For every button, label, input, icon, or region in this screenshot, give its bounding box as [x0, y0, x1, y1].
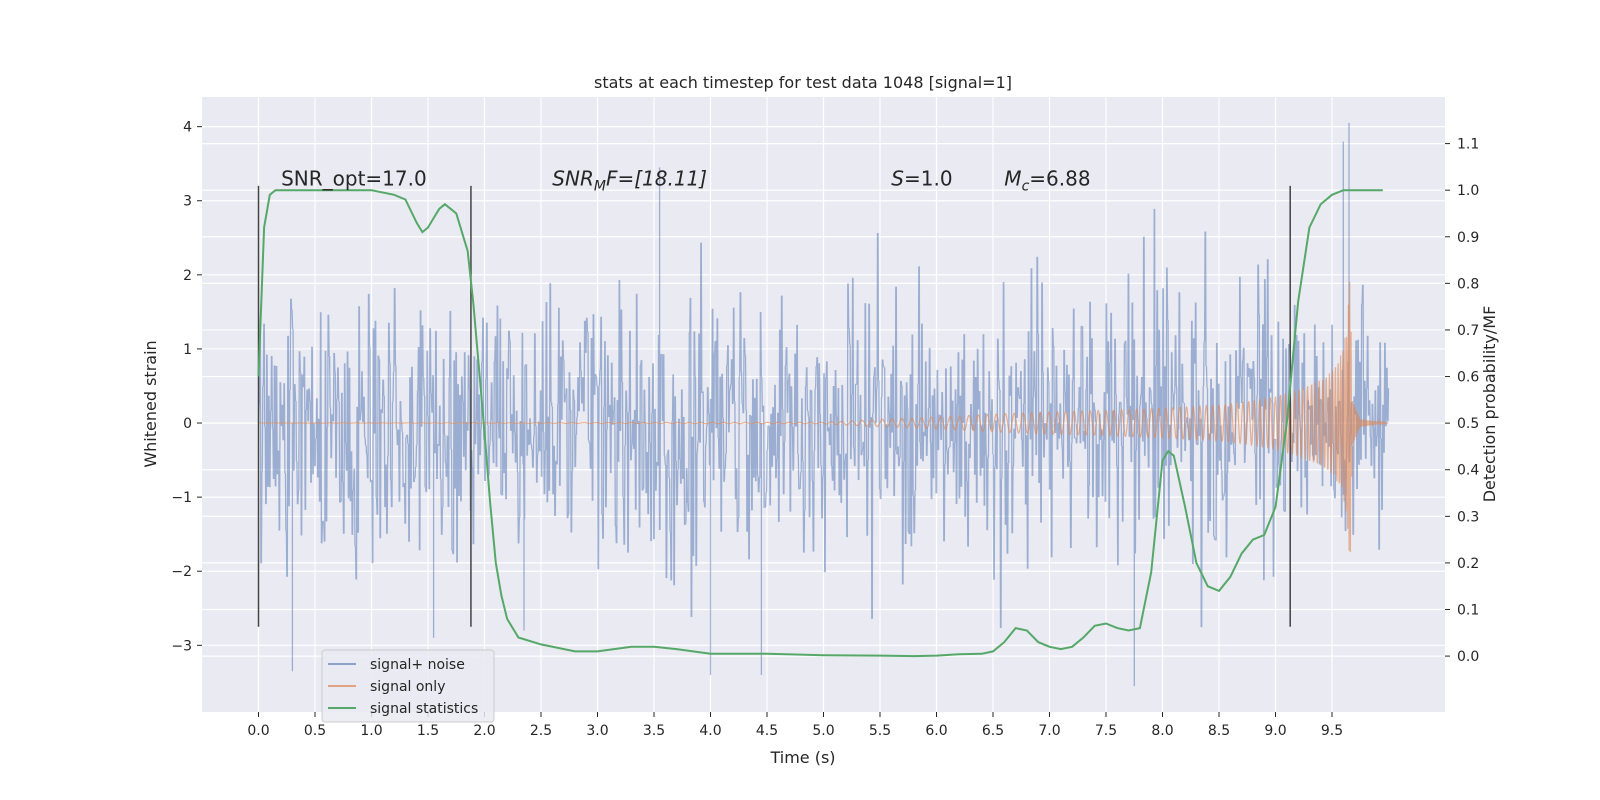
- x-tick-label: 3.5: [643, 723, 665, 739]
- x-tick-label: 3.0: [586, 723, 608, 739]
- annotation-value: F=[18.11]: [606, 167, 707, 191]
- x-tick-label: 9.0: [1264, 723, 1286, 739]
- legend-label: signal statistics: [370, 701, 478, 717]
- y2-tick-label: 0.2: [1457, 556, 1479, 572]
- chart-title: stats at each timestep for test data 104…: [594, 73, 1012, 92]
- annotation-subscript: M: [594, 179, 606, 195]
- y-tick-label: 3: [183, 194, 192, 210]
- legend-box: [321, 649, 495, 723]
- x-tick-label: 1.5: [417, 723, 439, 739]
- annotation-3: S=1.0: [891, 167, 952, 191]
- x-tick-label: 6.5: [982, 723, 1004, 739]
- annotation-1: SNR_opt=17.0: [281, 167, 427, 191]
- annotation-value: =6.88: [1029, 167, 1090, 191]
- x-tick-label: 5.5: [869, 723, 891, 739]
- x-tick-label: 4.0: [699, 723, 721, 739]
- annotation-value: =1.0: [904, 167, 953, 191]
- annotation-symbol: S: [891, 167, 904, 191]
- annotation-symbol: M: [1004, 167, 1021, 191]
- y-tick-label: 0: [183, 416, 192, 432]
- x-tick-label: 6.0: [925, 723, 947, 739]
- y2-tick-label: 0.3: [1457, 509, 1479, 525]
- x-tick-label: 8.5: [1208, 723, 1230, 739]
- legend-label: signal only: [370, 679, 445, 695]
- series-signal-only: [258, 281, 1389, 553]
- y2-tick-label: 1.1: [1457, 137, 1479, 153]
- y2-tick-label: 0.6: [1457, 370, 1479, 386]
- annotation-4: Mc=6.88: [1004, 167, 1090, 195]
- x-tick-label: 5.0: [812, 723, 834, 739]
- y-tick-label: 1: [183, 342, 192, 358]
- y-tick-label: −1: [171, 490, 192, 506]
- x-tick-label: 7.5: [1095, 723, 1117, 739]
- y2-tick-label: 0.9: [1457, 230, 1479, 246]
- series-signal-statistics: [257, 189, 1383, 658]
- y-tick-label: 2: [183, 268, 192, 284]
- y-tick-label: 4: [183, 120, 192, 136]
- y2-axis-title: Detection probability/MF: [1480, 306, 1499, 503]
- legend-label: signal+ noise: [370, 657, 465, 673]
- x-tick-label: 7.0: [1038, 723, 1060, 739]
- x-tick-label: 1.0: [360, 723, 382, 739]
- y2-tick-label: 0.1: [1457, 603, 1479, 619]
- y2-tick-label: 0.5: [1457, 416, 1479, 432]
- annotation-2: SNRMF=[18.11]: [552, 167, 707, 195]
- x-axis-title: Time (s): [769, 748, 835, 767]
- y2-tick-label: 0.0: [1457, 649, 1479, 665]
- y-tick-label: −2: [171, 564, 192, 580]
- y2-tick-label: 0.8: [1457, 276, 1479, 292]
- y2-tick-label: 0.7: [1457, 323, 1479, 339]
- y2-tick-label: 0.4: [1457, 463, 1479, 479]
- x-tick-label: 9.5: [1321, 723, 1343, 739]
- x-tick-label: 2.0: [473, 723, 495, 739]
- x-tick-label: 4.5: [756, 723, 778, 739]
- signal-trace: [258, 281, 1389, 553]
- annotation-symbol: SNR: [552, 167, 594, 191]
- x-tick-label: 0.5: [304, 723, 326, 739]
- x-tick-label: 8.0: [1151, 723, 1173, 739]
- y-axis-title: Whitened strain: [141, 340, 160, 467]
- y-tick-label: −3: [171, 638, 192, 654]
- x-tick-label: 2.5: [530, 723, 552, 739]
- x-tick-label: 0.0: [247, 723, 269, 739]
- annotation-subscript: c: [1022, 179, 1030, 195]
- y2-tick-label: 1.0: [1457, 183, 1479, 199]
